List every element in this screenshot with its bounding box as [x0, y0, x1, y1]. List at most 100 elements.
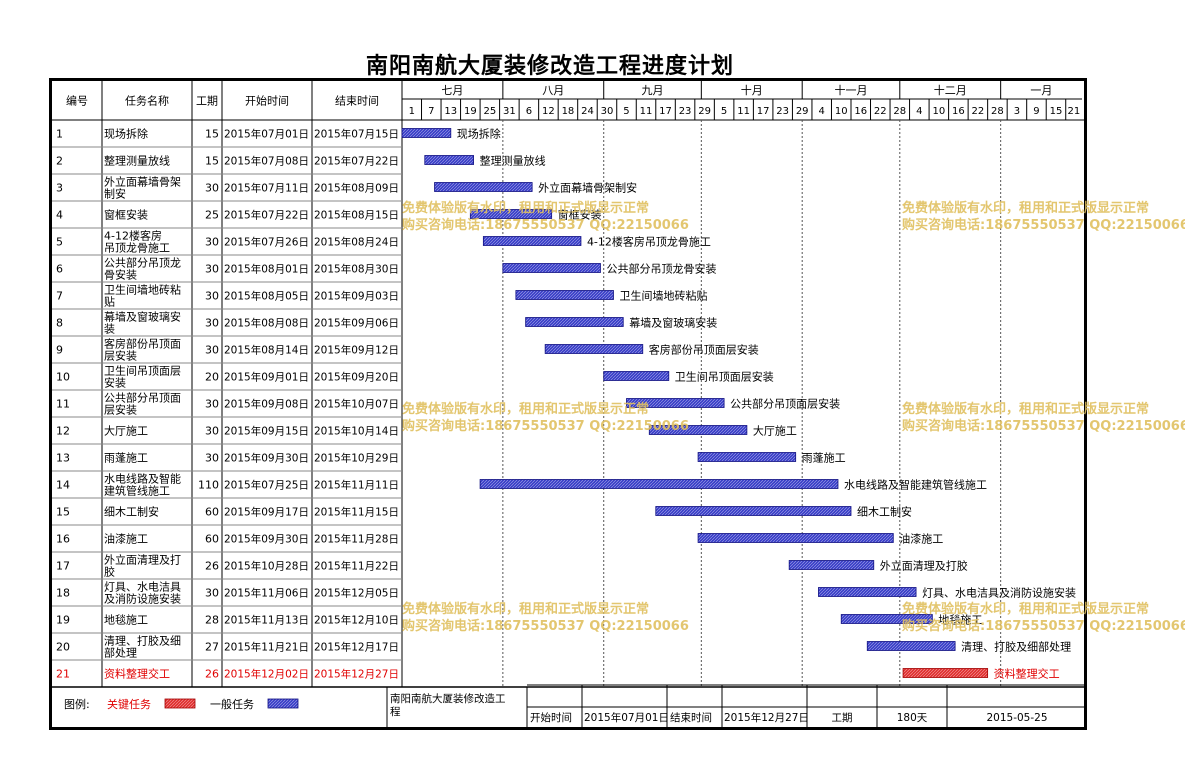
legend-critical-label: 关键任务 — [107, 697, 151, 711]
task-end: 2015年09月03日 — [314, 290, 399, 303]
gantt-bar — [648, 425, 748, 435]
task-start: 2015年12月02日 — [224, 668, 309, 681]
task-name: 卫生间墙地砖粘 — [104, 283, 181, 297]
month-label: 十二月 — [934, 83, 967, 97]
day-tick-label: 18 — [562, 106, 575, 117]
task-name: 资料整理交工 — [104, 667, 170, 681]
task-id: 18 — [56, 587, 70, 600]
bar-label: 油漆施工 — [899, 532, 943, 546]
bar-label: 细木工制安 — [857, 505, 912, 519]
day-tick-label: 17 — [757, 106, 770, 117]
task-duration: 30 — [205, 452, 219, 465]
task-end: 2015年09月20日 — [314, 371, 399, 384]
day-tick-label: 5 — [623, 106, 629, 117]
task-start: 2015年07月22日 — [224, 209, 309, 222]
task-name: 整理测量放线 — [104, 154, 170, 168]
task-name: 公共部分吊顶龙 — [104, 256, 181, 270]
header-start: 开始时间 — [245, 94, 289, 108]
bar-label: 灯具、水电洁具及消防设施安装 — [922, 586, 1076, 600]
task-start: 2015年09月01日 — [224, 371, 309, 384]
gantt-bar — [525, 317, 624, 327]
task-duration: 30 — [205, 182, 219, 195]
header-name: 任务名称 — [125, 94, 169, 108]
task-id: 7 — [56, 290, 63, 303]
task-name: 地毯施工 — [104, 613, 148, 627]
gantt-bar — [515, 290, 614, 300]
task-name: 安装 — [104, 376, 126, 390]
task-id: 1 — [56, 128, 63, 141]
task-name: 卫生间吊顶面层 — [104, 364, 181, 378]
day-tick-label: 3 — [1014, 106, 1020, 117]
bar-label: 外立面清理及打胶 — [880, 559, 968, 573]
task-duration: 30 — [205, 290, 219, 303]
month-label: 十一月 — [834, 83, 867, 97]
bar-label: 外立面幕墙骨架制安 — [538, 181, 637, 195]
task-name: 贴 — [104, 295, 115, 309]
task-end: 2015年07月15日 — [314, 128, 399, 141]
task-duration: 30 — [205, 263, 219, 276]
task-name: 细木工制安 — [104, 505, 159, 519]
month-label: 七月 — [441, 84, 463, 97]
task-name: 层安装 — [104, 403, 137, 417]
task-end: 2015年08月24日 — [314, 236, 399, 249]
day-tick-label: 29 — [698, 106, 711, 117]
day-tick-label: 31 — [503, 106, 516, 117]
task-id: 14 — [56, 479, 70, 492]
task-name: 外立面清理及打 — [104, 553, 181, 567]
legend-critical-swatch — [164, 698, 196, 709]
task-start: 2015年11月13日 — [224, 614, 309, 627]
day-tick-label: 1 — [409, 106, 415, 117]
task-duration: 28 — [205, 614, 219, 627]
gantt-bar — [424, 155, 474, 165]
task-name: 灯具、水电洁具 — [104, 581, 181, 594]
task-end: 2015年11月28日 — [314, 533, 399, 546]
bar-label: 4-12楼客房吊顶龙骨施工 — [587, 235, 711, 249]
gantt-bar — [401, 128, 452, 138]
task-start: 2015年08月14日 — [224, 344, 309, 357]
task-name: 4-12楼客房 — [104, 229, 162, 243]
task-start: 2015年07月11日 — [224, 182, 309, 195]
task-end: 2015年10月29日 — [314, 452, 399, 465]
task-name: 清理、打胶及细 — [104, 634, 181, 648]
task-start: 2015年11月21日 — [224, 641, 309, 654]
task-end: 2015年10月07日 — [314, 398, 399, 411]
gantt-bar — [697, 452, 797, 462]
gantt-bar — [818, 587, 917, 597]
task-start: 2015年07月01日 — [224, 128, 309, 141]
task-start: 2015年10月28日 — [224, 560, 309, 573]
task-duration: 20 — [205, 371, 219, 384]
bar-label: 公共部分吊顶龙骨安装 — [606, 262, 716, 276]
task-id: 9 — [56, 344, 63, 357]
day-tick-label: 22 — [972, 106, 985, 117]
task-name: 大厅施工 — [104, 424, 148, 438]
task-id: 12 — [56, 425, 70, 438]
task-name: 建筑管线施工 — [104, 484, 170, 498]
task-duration: 26 — [205, 560, 219, 573]
legend-normal-swatch — [267, 698, 299, 709]
task-name: 部处理 — [104, 646, 137, 660]
task-start: 2015年08月05日 — [224, 290, 309, 303]
task-name: 及消防设施安装 — [104, 592, 181, 606]
gantt-bar — [603, 371, 670, 381]
bar-label: 清理、打胶及细部处理 — [961, 640, 1071, 654]
day-tick-label: 23 — [776, 106, 789, 117]
gantt-bar — [840, 614, 933, 624]
task-id: 5 — [56, 236, 63, 249]
task-end: 2015年08月15日 — [314, 209, 399, 222]
task-id: 15 — [56, 506, 70, 519]
task-id: 20 — [56, 641, 70, 654]
day-tick-label: 11 — [737, 106, 750, 117]
day-tick-label: 12 — [542, 106, 555, 117]
task-name: 层安装 — [104, 349, 137, 363]
task-name: 装 — [104, 323, 115, 336]
bar-label: 客房部份吊顶面层安装 — [649, 343, 759, 357]
task-duration: 30 — [205, 425, 219, 438]
gantt-bar — [434, 182, 533, 192]
day-tick-label: 25 — [483, 106, 496, 117]
task-start: 2015年08月01日 — [224, 263, 309, 276]
task-start: 2015年09月08日 — [224, 398, 309, 411]
footer-project-name: 程 — [390, 706, 401, 718]
gantt-bar — [902, 668, 989, 678]
legend-title: 图例: — [64, 697, 90, 711]
